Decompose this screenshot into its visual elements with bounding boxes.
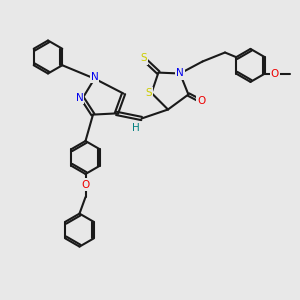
Text: O: O <box>81 179 90 190</box>
Text: H: H <box>132 123 140 133</box>
Text: O: O <box>271 69 279 79</box>
Text: O: O <box>197 96 206 106</box>
Text: S: S <box>145 88 152 98</box>
Text: N: N <box>76 93 83 103</box>
Text: S: S <box>140 53 147 64</box>
Text: N: N <box>176 68 184 79</box>
Text: N: N <box>91 72 98 82</box>
